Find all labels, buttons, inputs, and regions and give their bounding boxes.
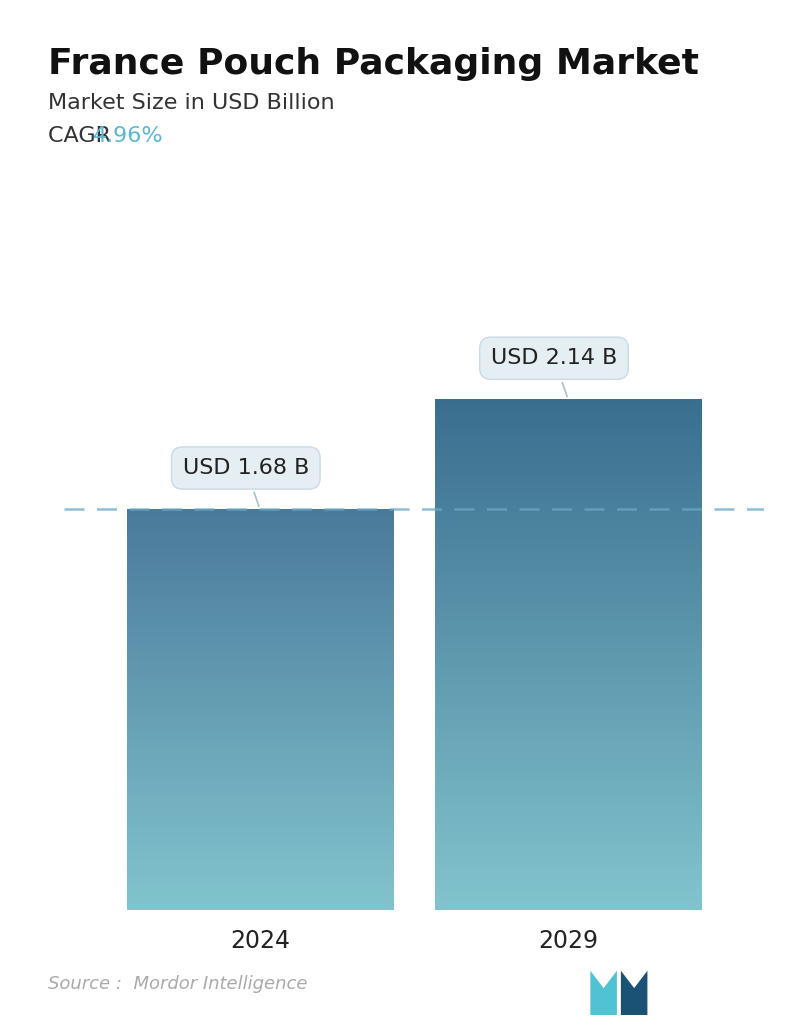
Text: USD 1.68 B: USD 1.68 B (182, 458, 309, 507)
Polygon shape (591, 971, 617, 1015)
Text: Source :  Mordor Intelligence: Source : Mordor Intelligence (48, 975, 307, 993)
Text: USD 2.14 B: USD 2.14 B (491, 348, 617, 397)
Polygon shape (621, 971, 647, 1015)
Text: CAGR: CAGR (48, 126, 118, 146)
Text: 4.96%: 4.96% (93, 126, 164, 146)
Text: France Pouch Packaging Market: France Pouch Packaging Market (48, 47, 699, 81)
Text: Market Size in USD Billion: Market Size in USD Billion (48, 93, 334, 113)
